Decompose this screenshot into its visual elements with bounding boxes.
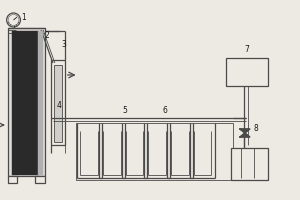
Bar [54, 65, 62, 142]
Bar [8, 28, 45, 176]
Text: 1: 1 [21, 14, 26, 22]
Polygon shape [240, 129, 250, 133]
Bar [12, 31, 39, 175]
Bar [226, 58, 268, 86]
Text: 5: 5 [123, 106, 128, 115]
Bar [8, 176, 17, 183]
Polygon shape [240, 133, 250, 137]
Bar [76, 123, 233, 180]
Bar [35, 176, 45, 183]
Text: 4: 4 [57, 101, 62, 110]
Bar [38, 31, 43, 175]
Text: 3: 3 [62, 40, 67, 49]
Text: 2: 2 [44, 31, 49, 40]
Text: 6: 6 [162, 106, 167, 115]
Bar [51, 60, 65, 145]
Text: 8: 8 [254, 124, 259, 133]
Bar [231, 148, 268, 180]
Text: 7: 7 [244, 45, 249, 54]
